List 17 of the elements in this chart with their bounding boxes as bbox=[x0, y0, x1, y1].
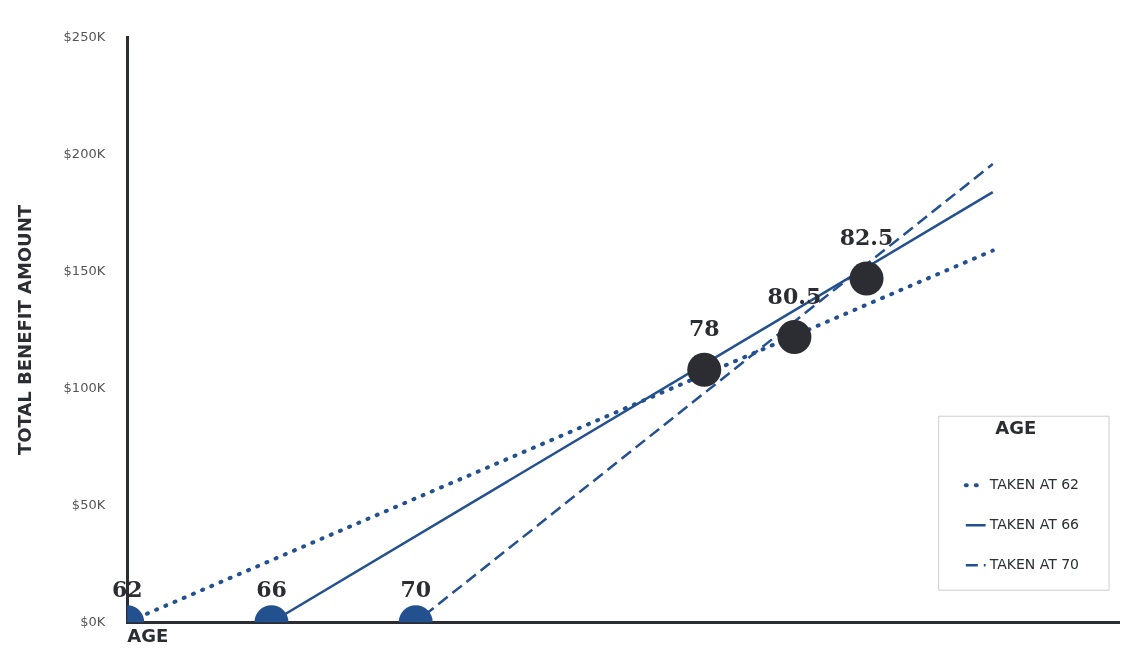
y-axis-title: TOTAL BENEFIT AMOUNT bbox=[14, 204, 36, 456]
legend-label: TAKEN AT 62 bbox=[988, 475, 1080, 492]
y-tick-label: $0K bbox=[80, 613, 106, 629]
annotation: 82.5 bbox=[839, 224, 894, 251]
y-tick-label: $150K bbox=[63, 262, 106, 278]
x-axis-title: AGE bbox=[127, 624, 169, 646]
legend-label: TAKEN AT 70 bbox=[988, 555, 1080, 572]
x-tick-label: 70 bbox=[400, 575, 432, 602]
annotation: 80.5 bbox=[767, 282, 822, 309]
y-tick-label: $50K bbox=[71, 496, 106, 512]
y-tick-label: $250K bbox=[63, 29, 106, 45]
y-tick-label: $200K bbox=[63, 146, 106, 162]
x-tick-label: 66 bbox=[256, 575, 287, 602]
annotation: 78 bbox=[688, 315, 720, 342]
legend-label: TAKEN AT 66 bbox=[988, 515, 1080, 532]
y-tick-label: $100K bbox=[63, 379, 106, 395]
legend-title: AGE bbox=[995, 417, 1037, 439]
